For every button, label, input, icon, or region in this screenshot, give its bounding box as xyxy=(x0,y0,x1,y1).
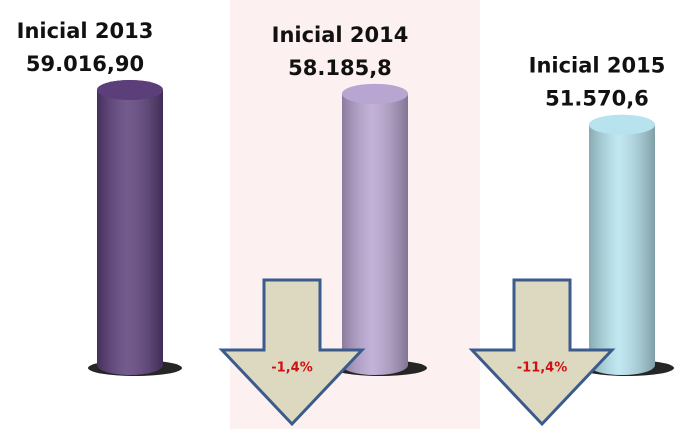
bar-shading xyxy=(342,93,408,375)
bar-shading xyxy=(97,90,163,375)
bar-shading xyxy=(589,124,655,376)
change-label: -11,4% xyxy=(517,361,568,376)
bar-top xyxy=(97,80,163,100)
category-label: Inicial 2015 xyxy=(529,54,666,78)
arrow xyxy=(218,278,366,427)
value-label: 58.185,8 xyxy=(288,56,392,80)
bar-top xyxy=(589,114,655,135)
change-label: -1,4% xyxy=(271,361,312,376)
category-label: Inicial 2014 xyxy=(272,23,409,47)
category-label: Inicial 2013 xyxy=(17,19,154,43)
value-label: 59.016,90 xyxy=(26,52,144,76)
arrow xyxy=(468,278,616,427)
bar-top xyxy=(342,83,408,104)
value-label: 51.570,6 xyxy=(545,87,649,111)
